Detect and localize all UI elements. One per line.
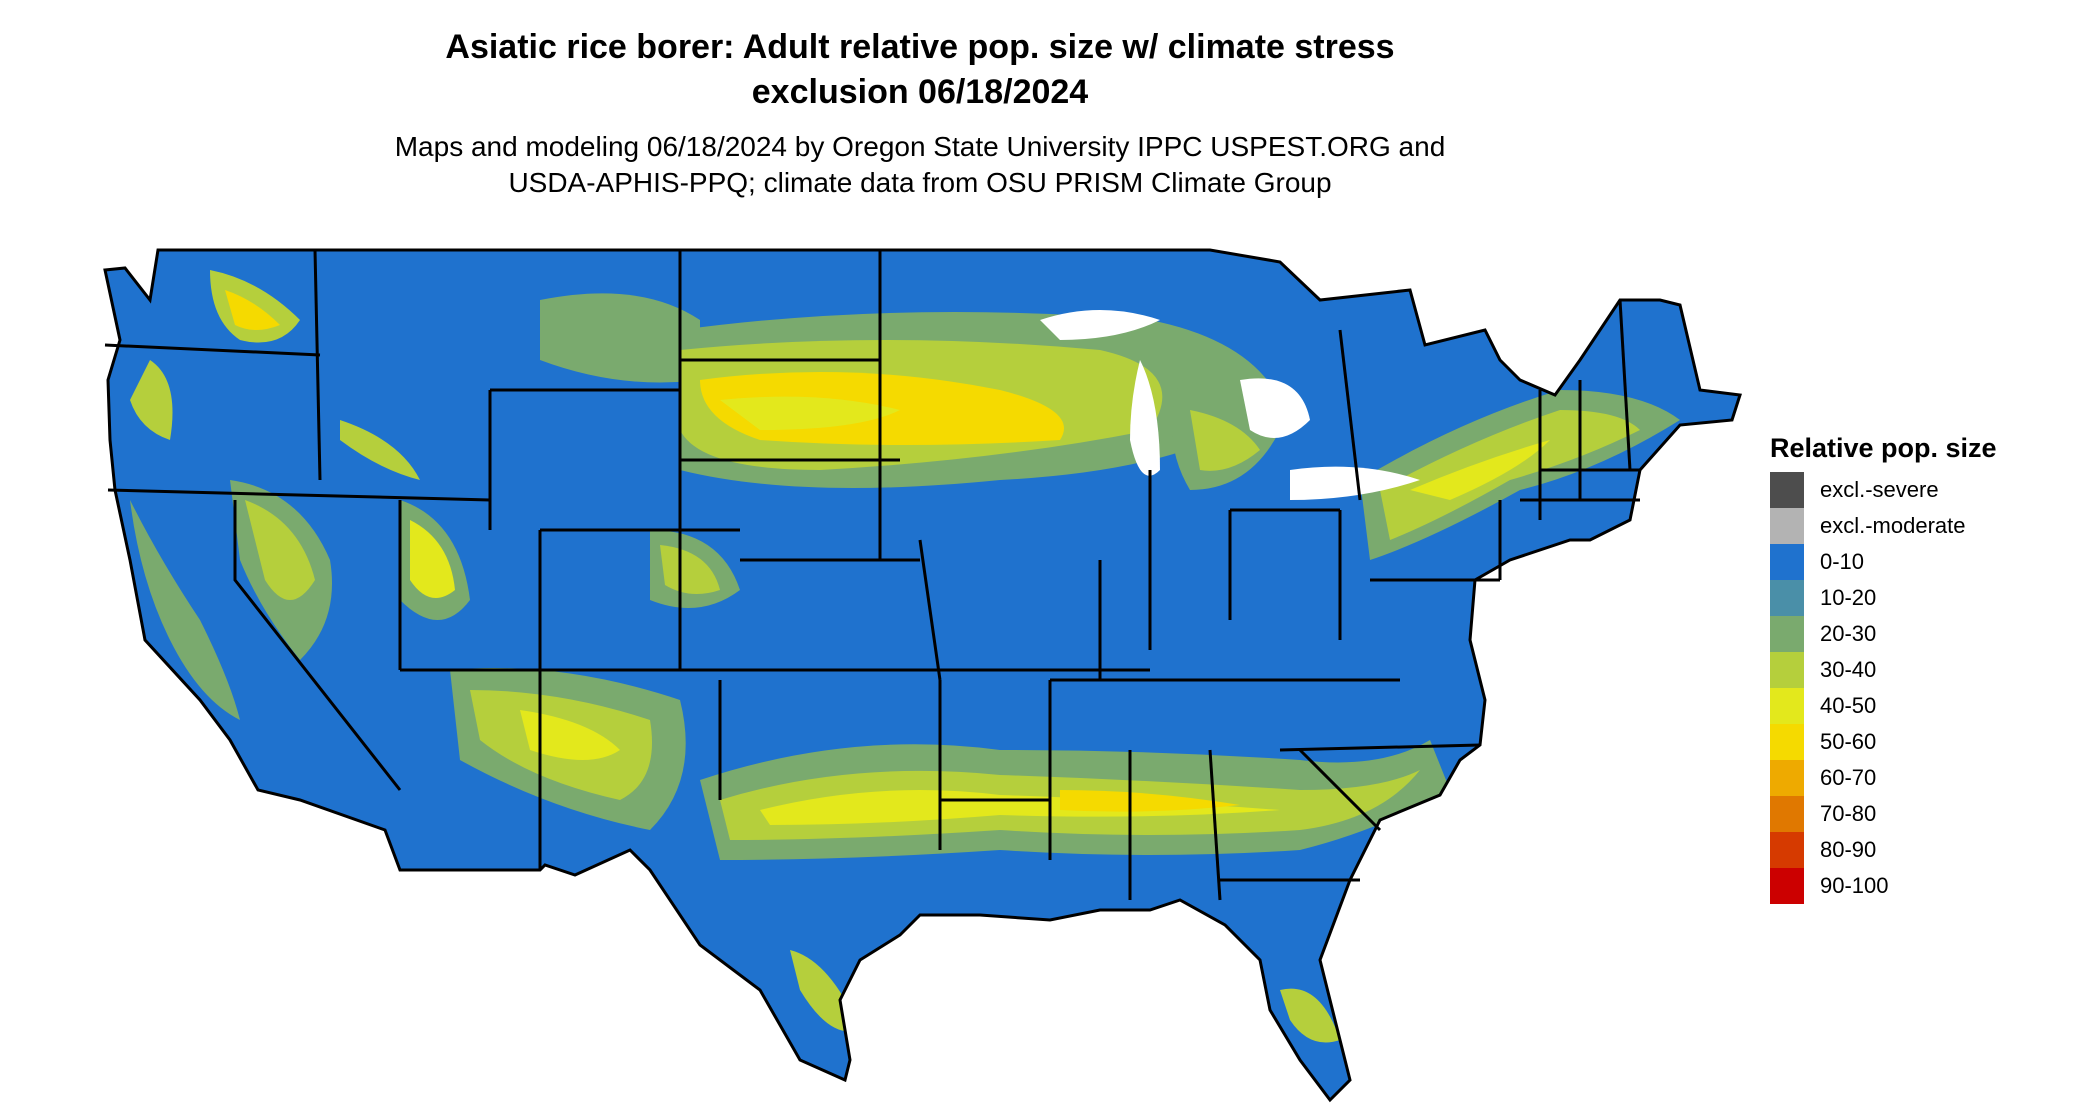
zone-band (1060, 790, 1240, 812)
legend-item: 20-30 (1770, 616, 2070, 652)
zone-band (130, 360, 173, 440)
zone-band (760, 790, 1280, 825)
legend-item: 50-60 (1770, 724, 2070, 760)
state-border (1298, 748, 1382, 832)
legend-label: 20-30 (1820, 621, 1877, 646)
state-border (313, 249, 322, 481)
state-border (1338, 329, 1362, 501)
legend-item: 40-50 (1770, 688, 2070, 724)
zone-band (660, 545, 720, 594)
zone-band (1380, 410, 1640, 540)
legend-swatch (1770, 796, 1804, 832)
legend-item: excl.-moderate (1770, 508, 2070, 544)
state-border (918, 539, 942, 681)
zone-band (1280, 988, 1340, 1043)
legend-label: 40-50 (1820, 693, 1877, 718)
legend-swatch (1770, 724, 1804, 760)
legend-label: 80-90 (1820, 837, 1877, 862)
legend-swatch (1770, 688, 1804, 724)
legend-item: 10-20 (1770, 580, 2070, 616)
legend-item: 70-80 (1770, 796, 2070, 832)
legend-label: 0-10 (1820, 549, 1865, 574)
zone-band (520, 710, 620, 760)
legend-title: Relative pop. size (1770, 433, 1997, 463)
zone-band (540, 293, 700, 383)
legend-item: 90-100 (1770, 868, 2070, 904)
map-title-line-2: exclusion 06/18/2024 (751, 73, 1089, 111)
state-border (107, 488, 491, 502)
zone-band (340, 420, 420, 480)
legend-swatch (1770, 868, 1804, 904)
legend-swatch (1770, 760, 1804, 796)
legend-item: 30-40 (1770, 652, 2070, 688)
legend-item: excl.-severe (1770, 472, 2070, 508)
zone-band (225, 290, 280, 330)
state-border (104, 343, 321, 357)
legend-label: 30-40 (1820, 657, 1877, 682)
legend-rows: excl.-severe excl.-moderate 0-10 10-20 20-30… (1770, 472, 2070, 904)
legend-label: 90-100 (1820, 873, 1889, 898)
population-zones (105, 250, 1740, 1100)
legend-swatch (1770, 652, 1804, 688)
zone-band (1190, 410, 1260, 471)
zone-band (720, 396, 900, 430)
lake-michigan (1130, 360, 1160, 476)
legend-label: excl.-severe (1820, 477, 1939, 502)
state-border (1618, 299, 1632, 471)
legend-swatch (1770, 508, 1804, 544)
legend-label: 70-80 (1820, 801, 1877, 826)
state-border (233, 500, 402, 791)
legend-swatch (1770, 580, 1804, 616)
legend-label: 50-60 (1820, 729, 1877, 754)
legend-label: 10-20 (1820, 585, 1877, 610)
state-border (1208, 749, 1222, 901)
state-borders (104, 249, 1640, 901)
legend-item: 80-90 (1770, 832, 2070, 868)
legend-swatch (1770, 544, 1804, 580)
map-title-line-1: Asiatic rice borer: Adult relative pop. … (445, 28, 1395, 66)
lake-superior (1040, 310, 1160, 340)
zone-band (1410, 440, 1550, 500)
map-subtitle-line-2: USDA-APHIS-PPQ; climate data from OSU PR… (508, 167, 1332, 198)
legend-swatch (1770, 472, 1804, 508)
lake-huron (1240, 378, 1310, 438)
legend-label: 60-70 (1820, 765, 1877, 790)
zone-band (130, 500, 240, 720)
legend-label: excl.-moderate (1820, 513, 1966, 538)
state-border (1279, 743, 1481, 752)
map-subtitle-line-1: Maps and modeling 06/18/2024 by Oregon S… (394, 131, 1446, 162)
zone-band (410, 520, 455, 598)
legend-item: 60-70 (1770, 760, 2070, 796)
legend-swatch (1770, 616, 1804, 652)
legend: Relative pop. size excl.-severe excl.-mod… (1770, 430, 2070, 904)
lake-erie (1290, 466, 1420, 500)
zone-band (245, 500, 315, 600)
legend-swatch (1770, 832, 1804, 868)
legend-item: 0-10 (1770, 544, 2070, 580)
